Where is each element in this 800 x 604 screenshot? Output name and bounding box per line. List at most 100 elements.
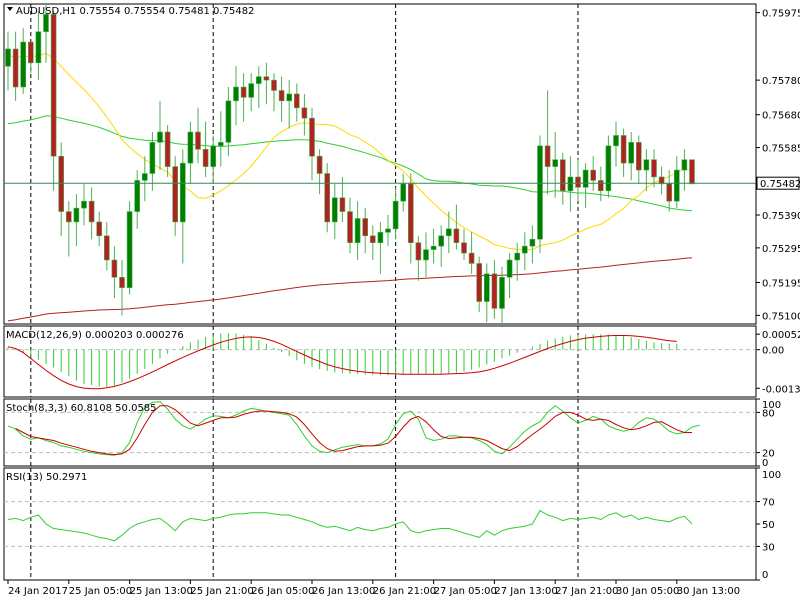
candle-body	[666, 183, 673, 202]
stoch-ytick-label: 0	[762, 458, 768, 469]
rsi-ytick-label: 0	[762, 570, 768, 581]
candle-body	[88, 200, 95, 223]
rsi-header: RSI(13) 50.2971	[6, 472, 87, 483]
price-pane-border	[3, 3, 757, 325]
candle-body	[27, 41, 34, 64]
rsi-ytick-label: 100	[762, 470, 781, 481]
candle-body	[172, 166, 178, 223]
candle-body	[263, 76, 270, 81]
xtick-label: 26 Jan 21:00	[373, 586, 436, 597]
price-header: AUDUSD,H1 0.75554 0.75554 0.75481 0.7548…	[16, 6, 254, 17]
candle-body	[620, 135, 627, 164]
candle-body	[544, 145, 551, 167]
xtick-label: 24 Jan 2017	[8, 586, 68, 597]
xtick-label: 27 Jan 21:00	[555, 586, 618, 597]
xtick-label: 25 Jan 21:00	[190, 586, 253, 597]
candle-body	[658, 176, 665, 185]
candle-body	[575, 176, 581, 188]
candle-body	[301, 107, 308, 119]
candle-body	[104, 235, 110, 261]
candle-body	[149, 142, 156, 174]
candle-body	[293, 93, 300, 109]
candle-body	[66, 211, 72, 223]
candle-body	[324, 173, 331, 223]
candle-body	[142, 173, 148, 181]
symbol-dropdown-icon	[7, 7, 13, 11]
candle-body	[628, 142, 635, 164]
stoch-ytick-label: 20	[762, 449, 775, 460]
candle-body	[407, 183, 414, 244]
candle-body	[681, 159, 688, 171]
candle-body	[597, 180, 604, 192]
candle-body	[210, 145, 216, 167]
candle-body	[225, 100, 232, 143]
candle-body	[529, 238, 536, 247]
candle-body	[354, 218, 361, 244]
candle-body	[248, 83, 254, 98]
candle-body	[5, 48, 11, 67]
candle-body	[689, 159, 695, 185]
candle-body	[552, 159, 559, 167]
ma-fast-line	[7, 52, 693, 251]
candle-body	[590, 169, 597, 181]
price-ytick-label: 0.75780	[762, 76, 800, 87]
candle-body	[385, 228, 391, 233]
candle-body	[423, 249, 429, 261]
candle-body	[506, 259, 513, 278]
price-ytick-label: 0.75100	[762, 311, 800, 322]
rsi-ytick-label: 50	[762, 520, 775, 531]
candle-body	[400, 183, 407, 202]
candle-body	[613, 135, 619, 147]
candle-body	[582, 169, 589, 188]
candle-body	[218, 142, 224, 147]
price-ytick-label: 0.75195	[762, 278, 800, 289]
xtick-label: 26 Jan 05:00	[251, 586, 314, 597]
candle-body	[50, 14, 57, 157]
price-ytick-label: 0.75975	[762, 9, 800, 20]
candle-body	[316, 155, 323, 174]
candle-body	[111, 259, 118, 278]
candle-body	[521, 245, 528, 254]
candle-body	[369, 235, 376, 244]
stoch-ytick-label: 100	[762, 400, 781, 411]
candle-body	[309, 117, 315, 157]
price-ytick-label: 0.75390	[762, 211, 800, 222]
candle-body	[35, 31, 42, 64]
price-ytick-label: 0.75295	[762, 244, 800, 255]
price-ytick-label: 0.75680	[762, 111, 800, 122]
candle-body	[392, 200, 399, 230]
candle-body	[255, 76, 262, 84]
candle-body	[377, 232, 384, 244]
macd-pane-border	[3, 325, 757, 398]
macd-ytick-label: 0.00	[762, 346, 784, 357]
candle-body	[58, 155, 65, 212]
candle-body	[559, 159, 566, 192]
candle-body	[202, 148, 209, 167]
price-ytick-label: 0.75585	[762, 144, 800, 155]
candle-body	[339, 197, 346, 212]
candle-body	[673, 169, 680, 202]
candle-body	[415, 242, 422, 261]
candle-body	[331, 197, 338, 223]
candle-body	[126, 211, 133, 288]
stoch-d-line	[15, 405, 692, 456]
candle-body	[164, 131, 171, 167]
stoch-header: Stoch(8,3,3) 60.8108 50.0585	[6, 403, 157, 414]
xtick-label: 30 Jan 05:00	[616, 586, 679, 597]
candle-body	[96, 221, 102, 237]
candle-body	[278, 90, 285, 102]
candle-body	[180, 162, 186, 223]
candle-body	[491, 273, 498, 309]
candle-body	[651, 159, 657, 178]
candle-body	[195, 131, 201, 150]
last-price-tag	[756, 176, 800, 190]
candle-body	[643, 159, 650, 171]
macd-ytick-label: 0.000524	[762, 330, 800, 341]
candle-body	[476, 263, 483, 302]
xtick-label: 25 Jan 05:00	[69, 586, 132, 597]
candle-body	[445, 228, 452, 237]
candle-body	[187, 131, 194, 164]
xtick-label: 25 Jan 13:00	[130, 586, 193, 597]
